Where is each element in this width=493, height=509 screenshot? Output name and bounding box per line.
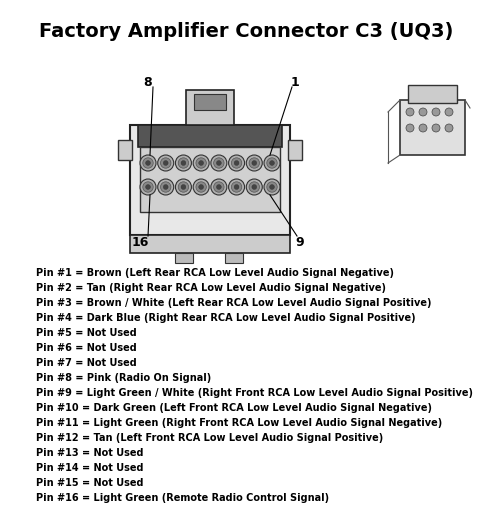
- Circle shape: [181, 185, 186, 189]
- FancyBboxPatch shape: [186, 90, 234, 125]
- Circle shape: [163, 185, 168, 189]
- Text: Pin #11 = Light Green (Right Front RCA Low Level Audio Signal Negative): Pin #11 = Light Green (Right Front RCA L…: [36, 418, 442, 428]
- Bar: [138, 125, 282, 147]
- Bar: [288, 140, 302, 160]
- Text: Pin #6 = Not Used: Pin #6 = Not Used: [36, 343, 137, 353]
- Circle shape: [193, 155, 209, 171]
- Text: Pin #1 = Brown (Left Rear RCA Low Level Audio Signal Negative): Pin #1 = Brown (Left Rear RCA Low Level …: [36, 268, 394, 278]
- Circle shape: [419, 124, 427, 132]
- Circle shape: [163, 161, 168, 165]
- Circle shape: [229, 155, 245, 171]
- Circle shape: [231, 182, 242, 192]
- Bar: [130, 235, 290, 253]
- Text: 16: 16: [131, 236, 149, 248]
- Text: Pin #10 = Dark Green (Left Front RCA Low Level Audio Signal Negative): Pin #10 = Dark Green (Left Front RCA Low…: [36, 403, 432, 413]
- Circle shape: [249, 158, 259, 168]
- Circle shape: [211, 155, 227, 171]
- Circle shape: [181, 161, 186, 165]
- Circle shape: [252, 185, 257, 189]
- FancyBboxPatch shape: [130, 125, 290, 235]
- Circle shape: [216, 185, 221, 189]
- Bar: [225, 253, 243, 263]
- Circle shape: [267, 158, 277, 168]
- Text: Pin #14 = Not Used: Pin #14 = Not Used: [36, 463, 143, 473]
- Circle shape: [406, 108, 414, 116]
- Text: Pin #12 = Tan (Left Front RCA Low Level Audio Signal Positive): Pin #12 = Tan (Left Front RCA Low Level …: [36, 433, 383, 443]
- Circle shape: [406, 124, 414, 132]
- Text: Pin #15 = Not Used: Pin #15 = Not Used: [36, 478, 143, 488]
- Circle shape: [234, 185, 239, 189]
- Text: Pin #2 = Tan (Right Rear RCA Low Level Audio Signal Negative): Pin #2 = Tan (Right Rear RCA Low Level A…: [36, 283, 386, 293]
- Text: Pin #8 = Pink (Radio On Signal): Pin #8 = Pink (Radio On Signal): [36, 373, 211, 383]
- Text: Pin #9 = Light Green / White (Right Front RCA Low Level Audio Signal Positive): Pin #9 = Light Green / White (Right Fron…: [36, 388, 473, 398]
- Circle shape: [264, 179, 280, 195]
- Text: Factory Amplifier Connector C3 (UQ3): Factory Amplifier Connector C3 (UQ3): [39, 22, 453, 41]
- Bar: [408, 85, 457, 103]
- Circle shape: [432, 124, 440, 132]
- Circle shape: [445, 108, 453, 116]
- Circle shape: [145, 185, 150, 189]
- Circle shape: [267, 182, 277, 192]
- Text: 1: 1: [291, 75, 299, 89]
- Circle shape: [419, 108, 427, 116]
- Circle shape: [234, 161, 239, 165]
- Text: Pin #13 = Not Used: Pin #13 = Not Used: [36, 448, 143, 458]
- Circle shape: [176, 179, 191, 195]
- Text: Pin #4 = Dark Blue (Right Rear RCA Low Level Audio Signal Positive): Pin #4 = Dark Blue (Right Rear RCA Low L…: [36, 313, 416, 323]
- Circle shape: [270, 161, 275, 165]
- Circle shape: [140, 155, 156, 171]
- Circle shape: [161, 182, 171, 192]
- Circle shape: [432, 108, 440, 116]
- Bar: [194, 94, 226, 110]
- Circle shape: [445, 124, 453, 132]
- Circle shape: [176, 155, 191, 171]
- Circle shape: [143, 182, 153, 192]
- Circle shape: [246, 155, 262, 171]
- Circle shape: [270, 185, 275, 189]
- Text: Pin #16 = Light Green (Remote Radio Control Signal): Pin #16 = Light Green (Remote Radio Cont…: [36, 493, 329, 503]
- Circle shape: [246, 179, 262, 195]
- FancyBboxPatch shape: [400, 100, 465, 155]
- Circle shape: [199, 161, 204, 165]
- Circle shape: [193, 179, 209, 195]
- Circle shape: [199, 185, 204, 189]
- Circle shape: [143, 158, 153, 168]
- Circle shape: [158, 155, 174, 171]
- Bar: [175, 253, 193, 263]
- Circle shape: [213, 158, 224, 168]
- Circle shape: [249, 182, 259, 192]
- Circle shape: [161, 158, 171, 168]
- Text: 8: 8: [143, 75, 152, 89]
- Circle shape: [231, 158, 242, 168]
- Text: 9: 9: [296, 236, 304, 248]
- Circle shape: [145, 161, 150, 165]
- Text: Pin #3 = Brown / White (Left Rear RCA Low Level Audio Signal Positive): Pin #3 = Brown / White (Left Rear RCA Lo…: [36, 298, 431, 308]
- Circle shape: [211, 179, 227, 195]
- Circle shape: [178, 158, 189, 168]
- Circle shape: [196, 158, 207, 168]
- Text: Pin #5 = Not Used: Pin #5 = Not Used: [36, 328, 137, 338]
- Circle shape: [264, 155, 280, 171]
- Circle shape: [178, 182, 189, 192]
- Circle shape: [158, 179, 174, 195]
- Circle shape: [140, 179, 156, 195]
- Bar: [118, 140, 132, 160]
- Circle shape: [229, 179, 245, 195]
- Circle shape: [196, 182, 207, 192]
- Bar: [140, 147, 280, 212]
- Circle shape: [252, 161, 257, 165]
- Circle shape: [213, 182, 224, 192]
- Text: Pin #7 = Not Used: Pin #7 = Not Used: [36, 358, 137, 368]
- Circle shape: [216, 161, 221, 165]
